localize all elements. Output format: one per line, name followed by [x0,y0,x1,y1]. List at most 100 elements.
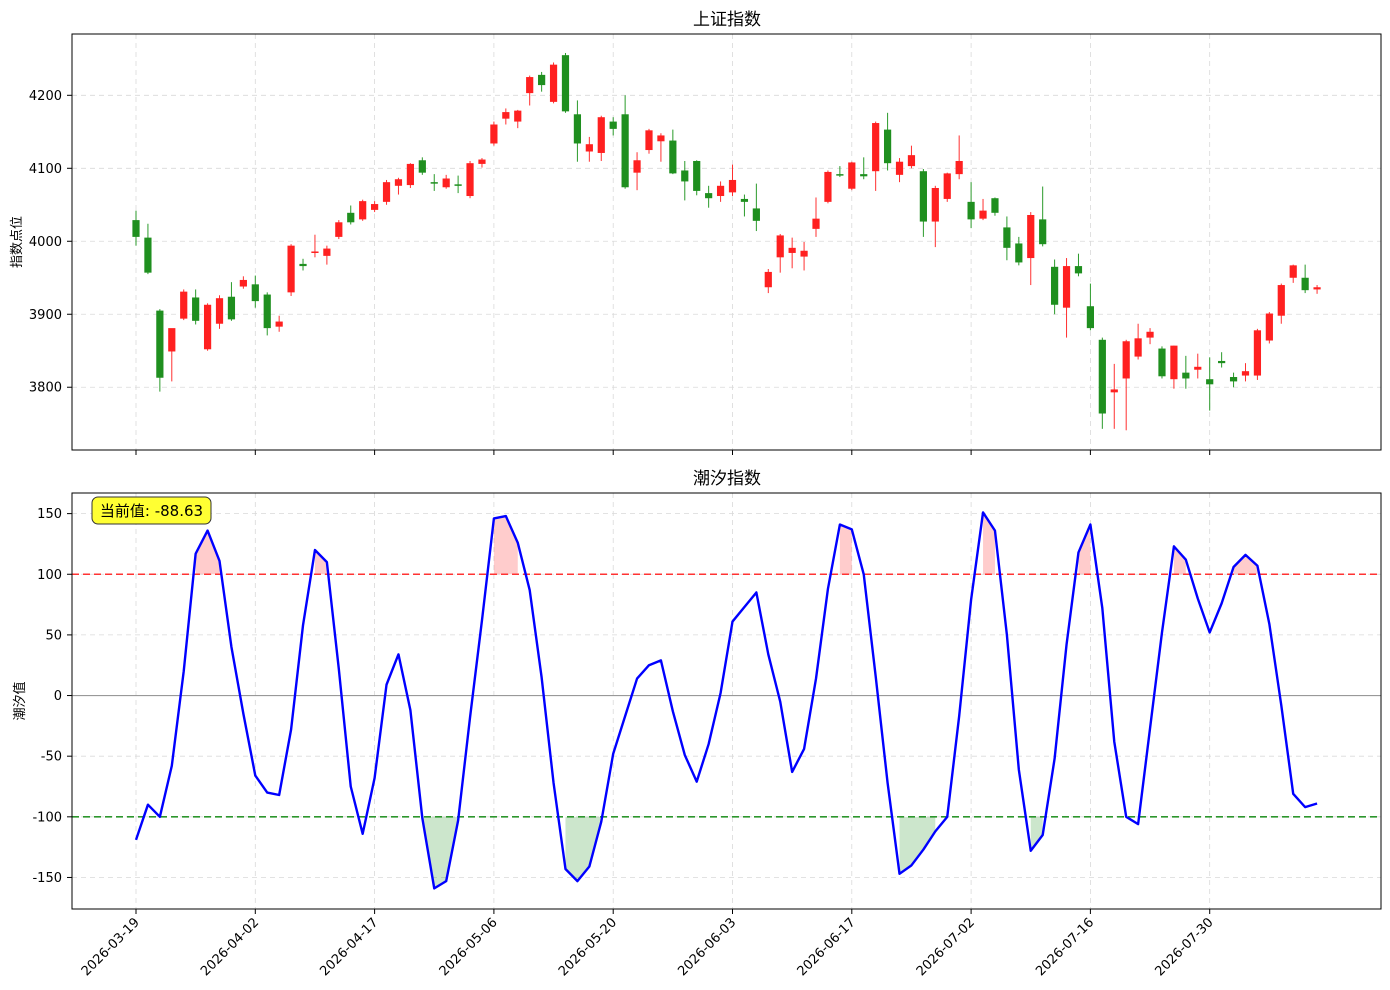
candle-body [848,162,856,189]
candle [1098,337,1106,429]
candle-body [1146,331,1154,338]
tide-y-tick-label: -50 [41,750,62,765]
candle-body [263,294,271,329]
candle-body [215,298,224,324]
candle [573,100,582,162]
candle-body [1134,338,1142,357]
candle-body [705,193,713,199]
candle [752,183,760,232]
candle-body [275,321,283,327]
candle-body [180,291,188,319]
candle [442,174,450,189]
price-y-tick-label: 4200 [29,89,62,104]
candle-body [883,129,892,164]
candle [872,121,880,191]
candle-body [1098,339,1106,414]
candle [466,160,474,199]
candle [1074,253,1083,277]
candle [454,175,462,194]
candle-body [251,284,259,302]
candle-body [1182,372,1190,379]
candle [836,166,844,178]
candle-body [514,110,522,122]
candle [788,237,796,269]
price-y-axis-label: 指数点位 [10,216,25,268]
candle-body [132,220,140,237]
candle-body [359,201,367,220]
candle-body [156,310,164,378]
tide-series [134,511,1318,890]
candle-body [681,170,689,182]
price-y-tick-label: 3800 [29,381,62,396]
candle-body [1241,371,1250,376]
candle [681,160,689,201]
candle [203,303,212,351]
candle-body [406,163,414,186]
candle-body [1122,341,1130,379]
candle [227,282,236,321]
candle [1062,258,1071,338]
candle [645,128,653,154]
candle [621,95,629,189]
candle-body [371,204,379,210]
candle [1158,346,1166,379]
candle [669,129,677,175]
candle [1218,352,1226,368]
candle-body [800,250,808,257]
tide-reference-lines [72,573,1381,818]
candle-body [1003,227,1011,248]
candle [1086,283,1094,331]
x-tick-label: 2026-06-17 [795,915,859,979]
candle [931,185,939,248]
candle [1110,363,1118,429]
candle-body [860,174,868,177]
candle [693,160,701,196]
candle-body [728,179,737,193]
price-plot-border [71,33,1382,451]
candle-body [335,222,343,237]
candle [502,108,510,125]
candle [1027,212,1035,286]
candle-body [812,218,820,229]
candle [263,292,271,336]
candle-body [394,179,403,186]
tide-y-tick-label: 0 [54,689,62,704]
x-tick-label: 2026-06-03 [675,915,739,979]
tide-y-tick-label: 100 [37,568,62,583]
candle-body [490,124,498,144]
candle [514,109,522,129]
candle-body [955,160,963,175]
overbought-fill [314,550,327,575]
candle [430,174,438,191]
candle [299,258,307,271]
tide-plot-border [71,492,1382,910]
x-tick-label: 2026-07-16 [1033,915,1097,979]
candle-body [764,271,772,288]
candle [1289,264,1297,283]
candle-body [549,64,558,102]
candle [860,157,868,180]
candle [883,112,892,171]
candle [311,234,319,258]
candle-body [442,178,450,188]
candle [776,233,784,273]
candle-body [466,163,474,197]
tide-y-tick-label: -100 [32,810,62,825]
price-y-ticks: 3800 3900 4000 4100 4200 [29,89,72,396]
x-tick-label: 2026-05-06 [437,915,501,979]
candle-body [693,160,701,191]
candle-body [573,114,582,144]
candlestick-series [132,52,1321,431]
candle [609,117,617,136]
candle [800,242,808,271]
candle-body [1253,330,1262,376]
candle [359,199,367,221]
candle-body [752,208,760,221]
candle [1194,353,1202,379]
candle-body [1086,306,1094,329]
candle [275,315,283,332]
candle-body [561,55,570,112]
candle [335,220,343,240]
candle-body [1170,345,1178,380]
